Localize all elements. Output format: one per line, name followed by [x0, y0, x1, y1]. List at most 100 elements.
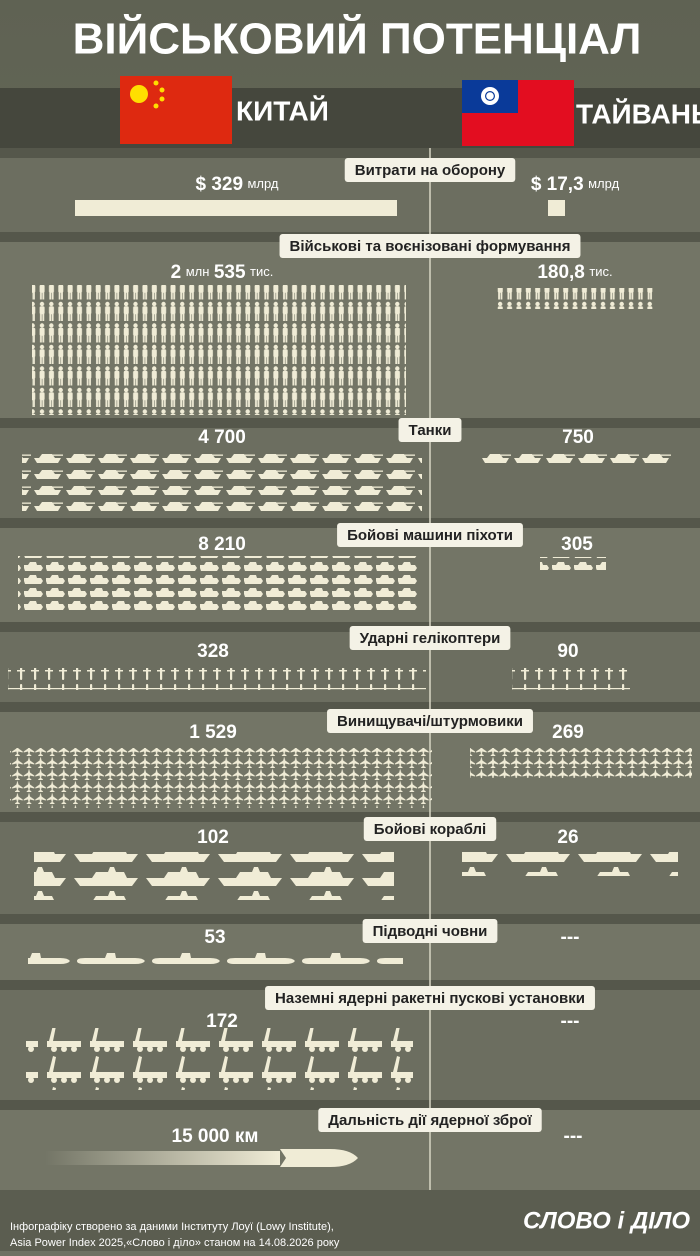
sections: Витрати на оборону$ 329 млрд $ 17,3 млрдВ…: [171, 158, 620, 1147]
helis-left: [8, 668, 426, 690]
value-right: 750: [562, 427, 594, 448]
ifv-right: [540, 557, 606, 570]
source-line: Asia Power Index 2025,«Слово і діло» ста…: [10, 1237, 340, 1249]
section-label: Наземні ядерні ракетні пускові установки: [275, 990, 585, 1007]
spend-bar-right: [548, 200, 565, 216]
missile: [280, 1149, 358, 1167]
soldiers-left: [32, 285, 406, 415]
value-part: 8 210: [198, 534, 246, 555]
value-right: 305: [561, 534, 593, 555]
jets-right: [470, 748, 692, 778]
value-left: 1 529: [189, 722, 237, 743]
section-label-box: [337, 523, 523, 547]
header-band: [0, 88, 700, 148]
value-part: 305: [561, 534, 593, 555]
value-right: 269: [552, 722, 584, 743]
logo: СЛОВО і ДІЛО: [523, 1207, 690, 1234]
value-right: 26: [557, 827, 578, 848]
value-part: ---: [561, 927, 580, 948]
value-part: млн: [186, 264, 210, 279]
value-part: ---: [561, 1011, 580, 1032]
value-part: 90: [557, 641, 578, 662]
section-separator: [0, 148, 700, 158]
value-right: 180,8 тис.: [537, 262, 612, 283]
source-line: Інфографіку створено за даними Інституту…: [10, 1221, 334, 1233]
section-bg: [0, 914, 700, 980]
value-left: 328: [197, 641, 229, 662]
value-part: тис.: [250, 264, 273, 279]
value-right: ---: [561, 927, 580, 948]
value-part: 15 000 км: [172, 1126, 259, 1147]
flag-china: [120, 76, 232, 144]
section-separator: [0, 980, 700, 990]
section-label-box: [344, 158, 516, 182]
subs-left: [28, 950, 403, 964]
soldiers-right: [497, 288, 655, 309]
value-right: ---: [561, 1011, 580, 1032]
value-right: ---: [564, 1126, 583, 1147]
value-part: 2: [171, 262, 182, 283]
value-part: 4 700: [198, 427, 246, 448]
value-part: млрд: [247, 176, 278, 191]
value-left: 53: [204, 927, 225, 948]
value-right: 90: [557, 641, 578, 662]
value-left: 4 700: [198, 427, 246, 448]
section-label-box: [398, 418, 462, 442]
section-label-box: [279, 234, 581, 258]
flag-taiwan: [462, 80, 574, 146]
ships-right: [462, 852, 678, 876]
value-part: ---: [564, 1126, 583, 1147]
section-label: Військові та воєнізовані формування: [290, 238, 571, 255]
jets-left: [10, 748, 432, 808]
section-label: Дальність дії ядерної зброї: [328, 1112, 532, 1129]
value-part: 535: [214, 262, 246, 283]
section-label: Бойові кораблі: [374, 821, 486, 838]
section-label: Бойові машини піхоти: [347, 527, 513, 544]
value-part: 328: [197, 641, 229, 662]
spend-bar-left: [75, 200, 397, 216]
ifv-left: [18, 556, 418, 614]
value-part: млрд: [588, 176, 619, 191]
icons: [8, 200, 692, 1167]
section-separator: [0, 418, 700, 428]
value-part: $ 17,3: [531, 174, 584, 195]
value-part: 750: [562, 427, 594, 448]
section-label: Ударні гелікоптери: [360, 630, 501, 647]
section-label-box: [363, 817, 497, 841]
section-separator: [0, 914, 700, 924]
value-left: 2 млн 535 тис.: [171, 262, 274, 283]
ships-left: [34, 852, 394, 900]
section-label-box: [362, 919, 498, 943]
value-left: 102: [197, 827, 229, 848]
value-part: тис.: [589, 264, 612, 279]
footer-band: [0, 1190, 700, 1251]
value-left: 15 000 км: [172, 1126, 259, 1147]
country-left: КИТАЙ: [236, 94, 329, 126]
country-right: ТАЙВАНЬ: [576, 97, 700, 129]
section-separator: [0, 702, 700, 712]
value-part: 172: [206, 1011, 238, 1032]
value-part: 53: [204, 927, 225, 948]
launchers-left: [26, 1028, 413, 1090]
tanks-right: [480, 452, 672, 468]
value-part: 1 529: [189, 722, 237, 743]
missile-trail: [45, 1151, 280, 1165]
section-label-box: [318, 1108, 542, 1132]
value-part: $ 329: [195, 174, 243, 195]
value-right: $ 17,3 млрд: [531, 174, 620, 195]
section-label-box: [327, 709, 533, 733]
section-separator: [0, 1100, 700, 1110]
value-left: 172: [206, 1011, 238, 1032]
section-separator: [0, 812, 700, 822]
value-left: $ 329 млрд: [195, 174, 278, 195]
section-label: Витрати на оборону: [355, 162, 506, 179]
section-label: Підводні човни: [373, 923, 488, 940]
value-part: 180,8: [537, 262, 585, 283]
tanks-left: [22, 450, 422, 514]
value-left: 8 210: [198, 534, 246, 555]
helis-right: [512, 668, 630, 690]
value-part: 26: [557, 827, 578, 848]
section-label-box: [265, 986, 595, 1010]
